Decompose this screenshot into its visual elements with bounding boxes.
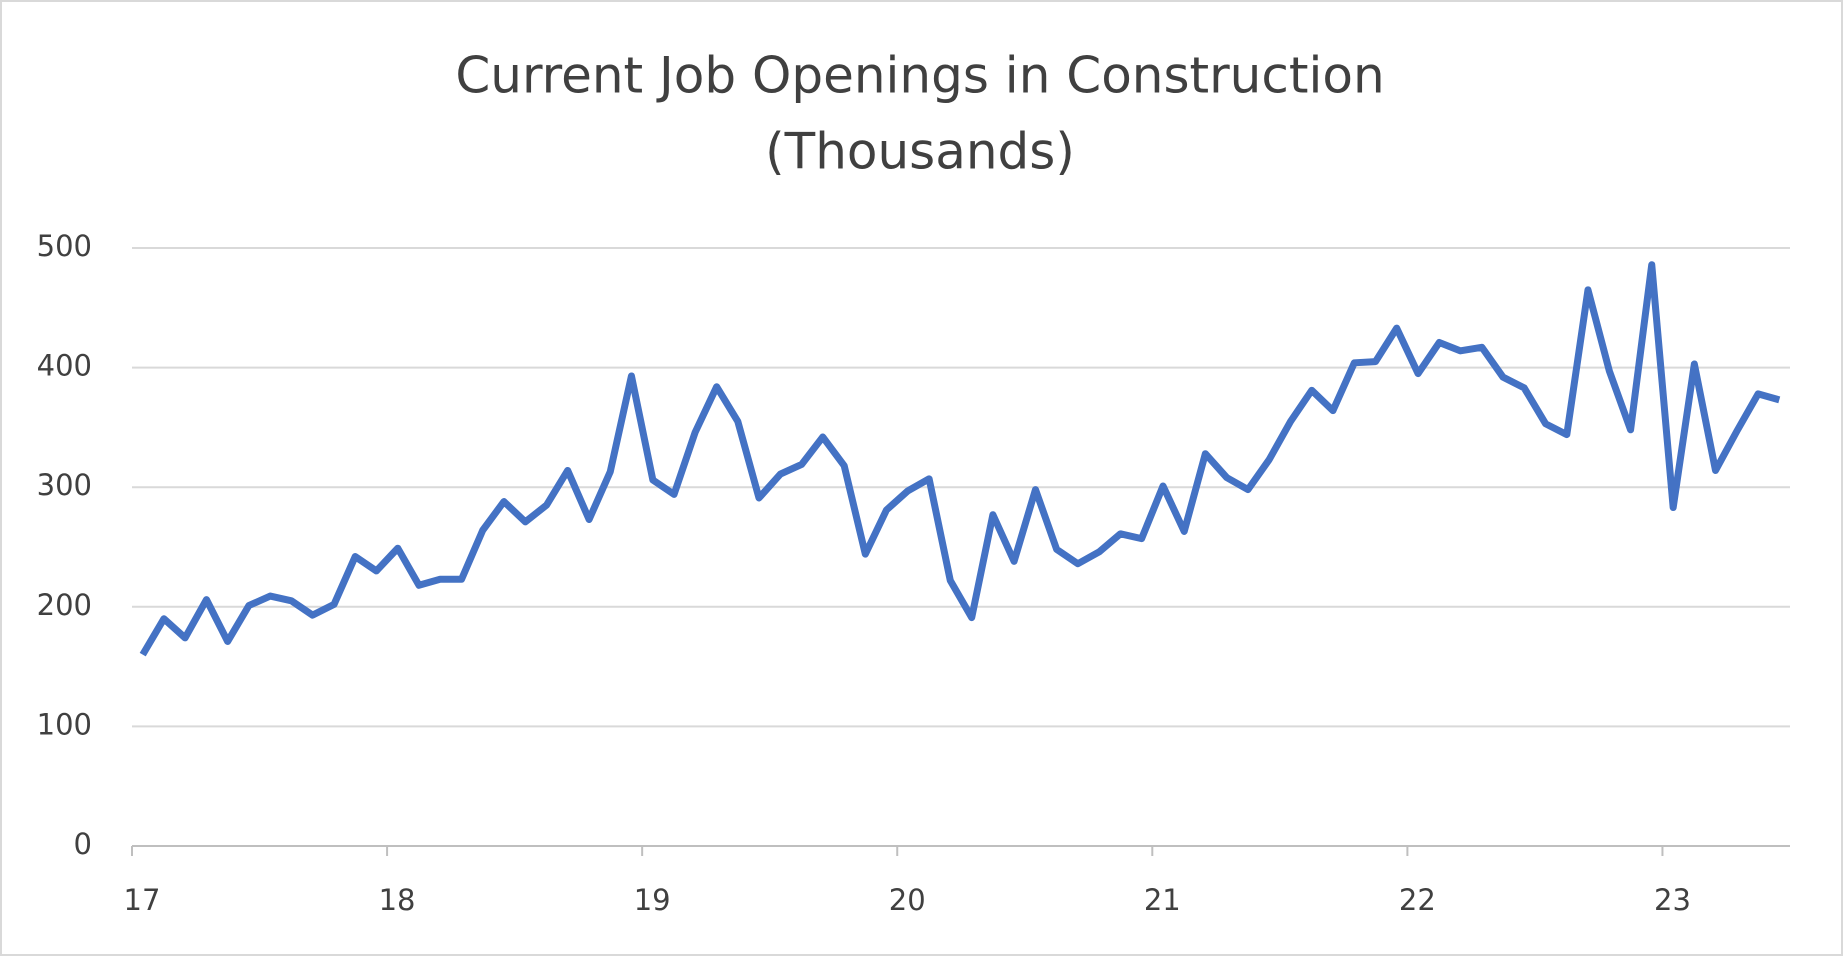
x-tick-label: 20 bbox=[889, 883, 926, 917]
x-tick-label: 18 bbox=[379, 883, 416, 917]
y-tick-label: 200 bbox=[37, 588, 92, 622]
x-tick-label: 22 bbox=[1399, 883, 1436, 917]
line-series bbox=[139, 261, 1781, 657]
x-tick-label: 23 bbox=[1654, 883, 1691, 917]
y-tick-label: 100 bbox=[37, 707, 92, 741]
x-tick-label: 21 bbox=[1144, 883, 1181, 917]
y-tick-label: 0 bbox=[74, 827, 92, 861]
y-tick-label: 400 bbox=[37, 349, 92, 383]
chart-title: Current Job Openings in Construction bbox=[455, 47, 1384, 105]
x-tick-label: 17 bbox=[124, 883, 161, 917]
x-tick-label: 19 bbox=[634, 883, 671, 917]
chart-title: (Thousands) bbox=[765, 123, 1075, 181]
y-tick-label: 300 bbox=[37, 468, 92, 502]
y-tick-label: 500 bbox=[37, 229, 92, 263]
